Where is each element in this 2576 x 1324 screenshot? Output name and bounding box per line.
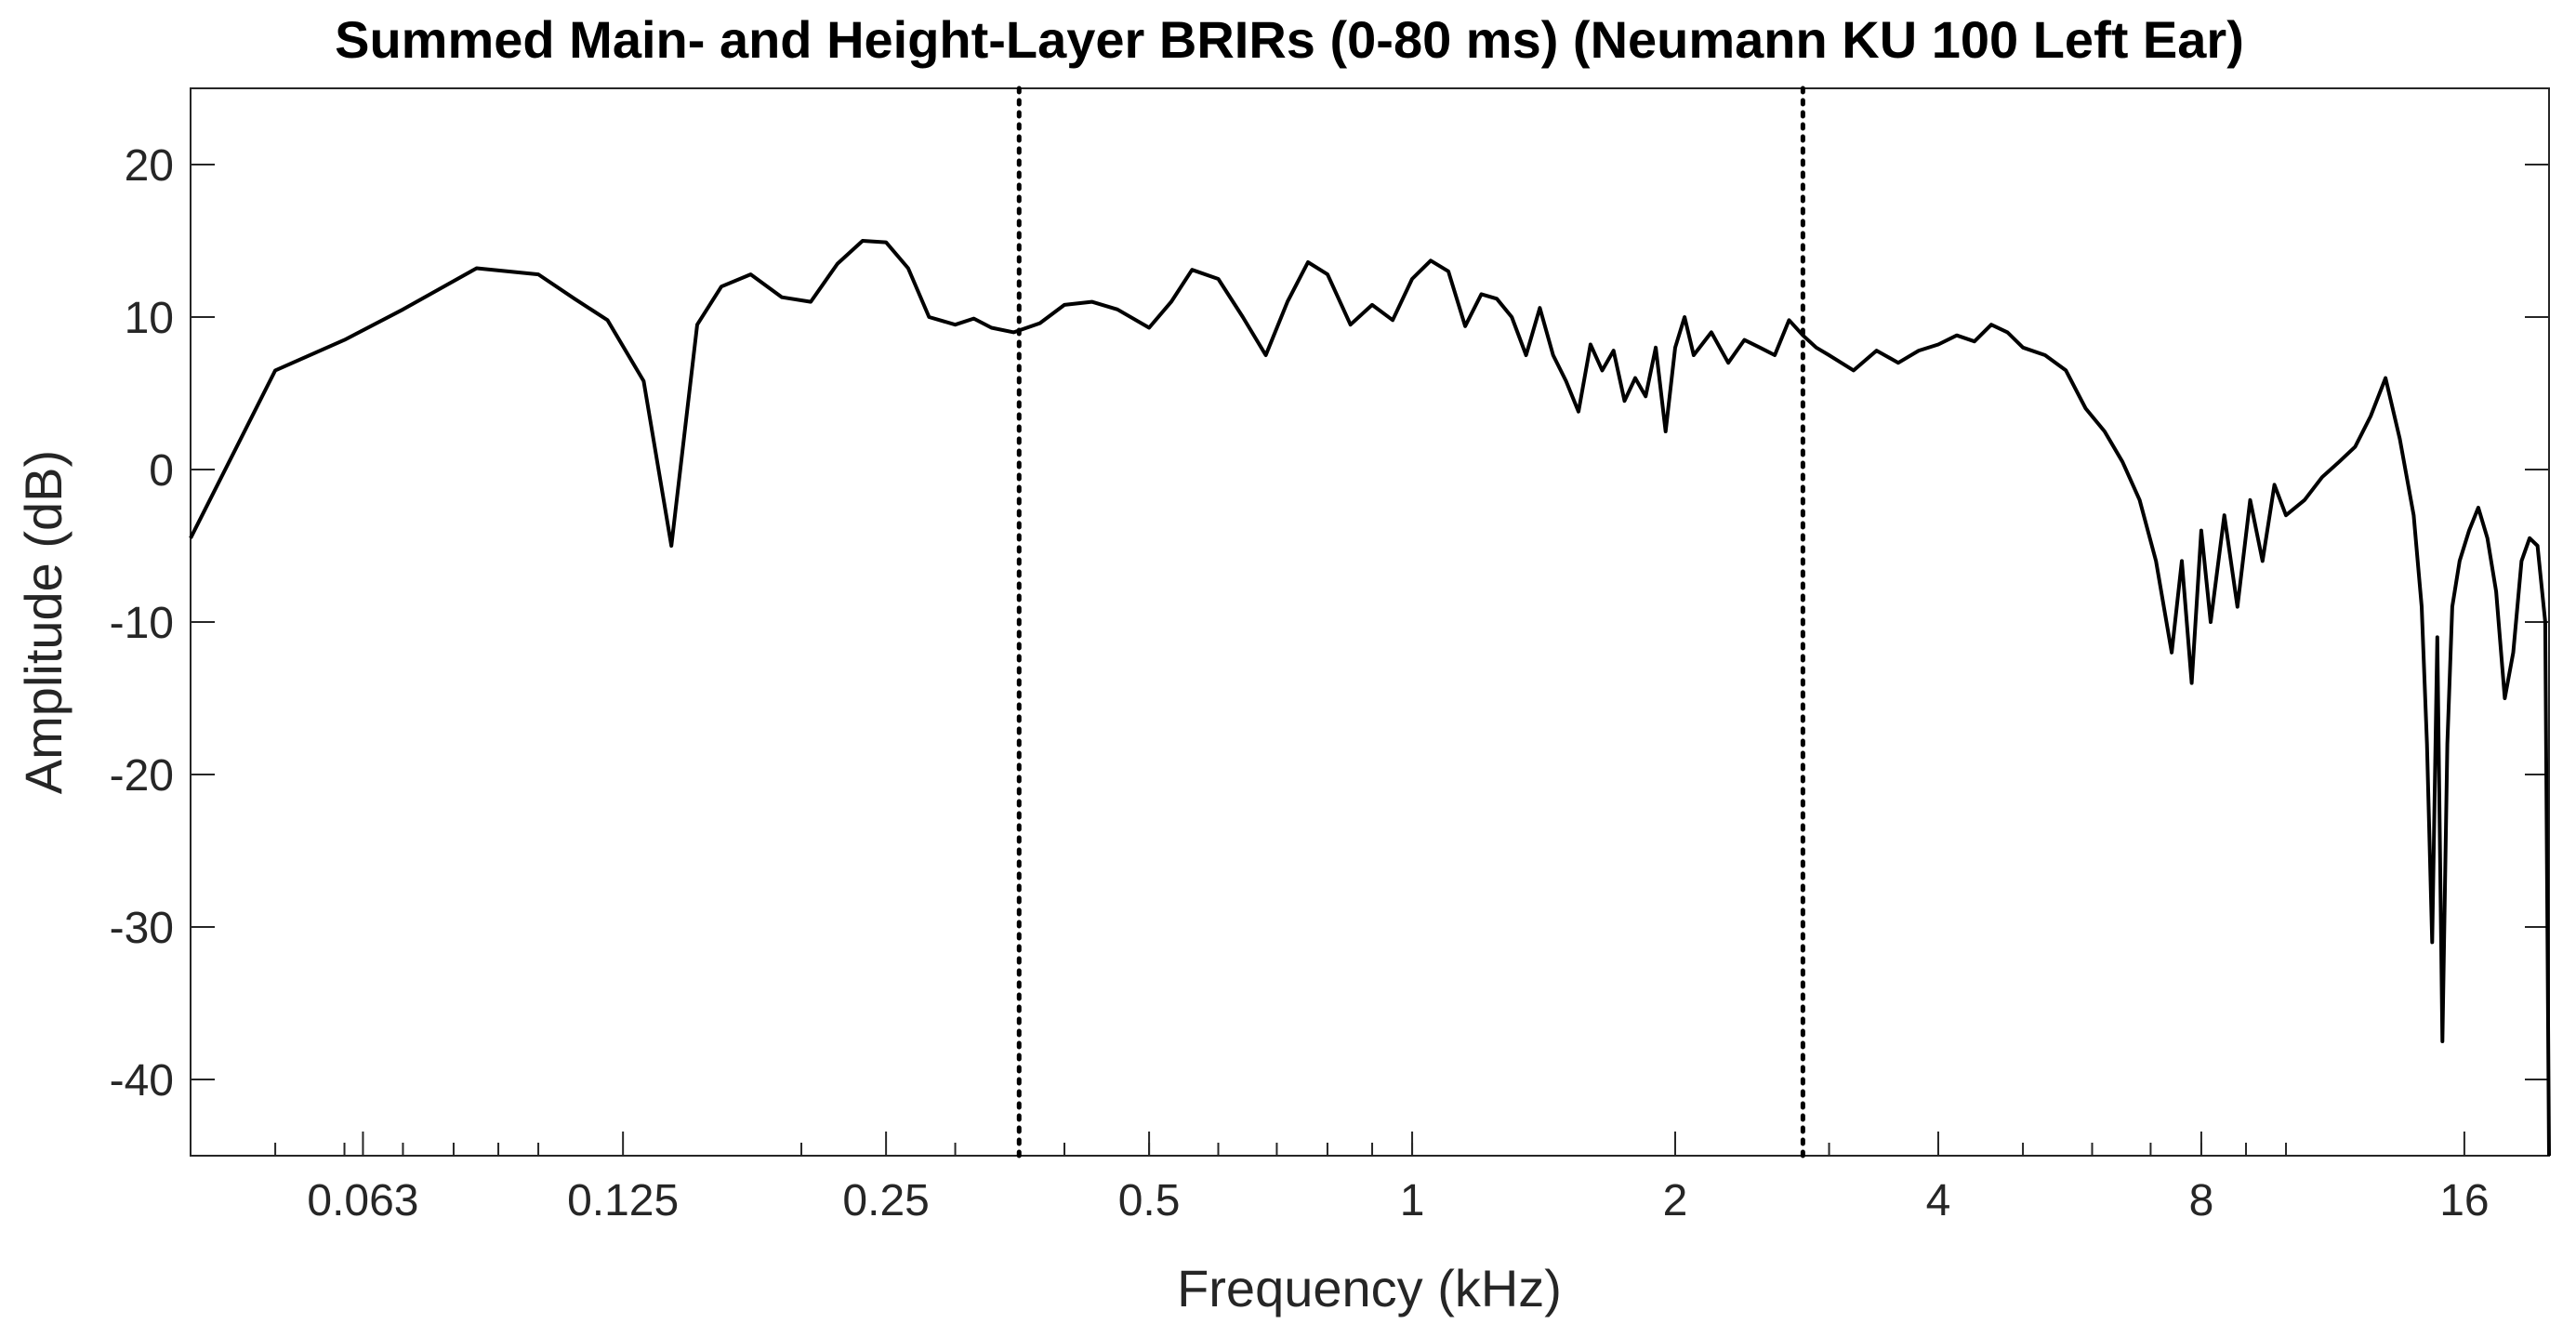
x-axis: 0.063 0.125 0.25 0.5 1 2 4 8 16: [190, 1132, 2550, 1225]
x-axis-label: Frequency (kHz): [1177, 1259, 1562, 1317]
y-tick-label: 10: [125, 294, 174, 343]
x-tick-label: 1: [1400, 1176, 1425, 1225]
x-tick-label: 2: [1663, 1176, 1688, 1225]
y-tick-label: -30: [110, 904, 174, 953]
y-tick-label: -20: [110, 751, 174, 801]
y-tick-label: -10: [110, 599, 174, 648]
plot-area: [190, 87, 2550, 1157]
reference-lines: [1016, 86, 1805, 1158]
y-tick-label: 0: [149, 446, 174, 496]
x-tick-label: 0.063: [307, 1176, 418, 1225]
chart-title: Summed Main- and Height-Layer BRIRs (0-8…: [335, 10, 2244, 69]
x-tick-label: 8: [2189, 1176, 2214, 1225]
y-axis-label: Amplitude (dB): [14, 450, 73, 794]
x-tick-label: 0.5: [1118, 1176, 1181, 1225]
y-tick-label: -40: [110, 1056, 174, 1106]
x-tick-label: 0.125: [567, 1176, 679, 1225]
x-tick-label: 16: [2439, 1176, 2489, 1225]
series-line: [189, 239, 2551, 1157]
x-tick-label: 0.25: [842, 1176, 929, 1225]
y-tick-label: 20: [125, 141, 174, 191]
y-axis: 20 10 0 -10 -20 -30 -40: [110, 141, 2549, 1106]
plot-frame: [190, 87, 2550, 1157]
series-layer: [189, 239, 2551, 1157]
x-tick-label: 4: [1926, 1176, 1951, 1225]
